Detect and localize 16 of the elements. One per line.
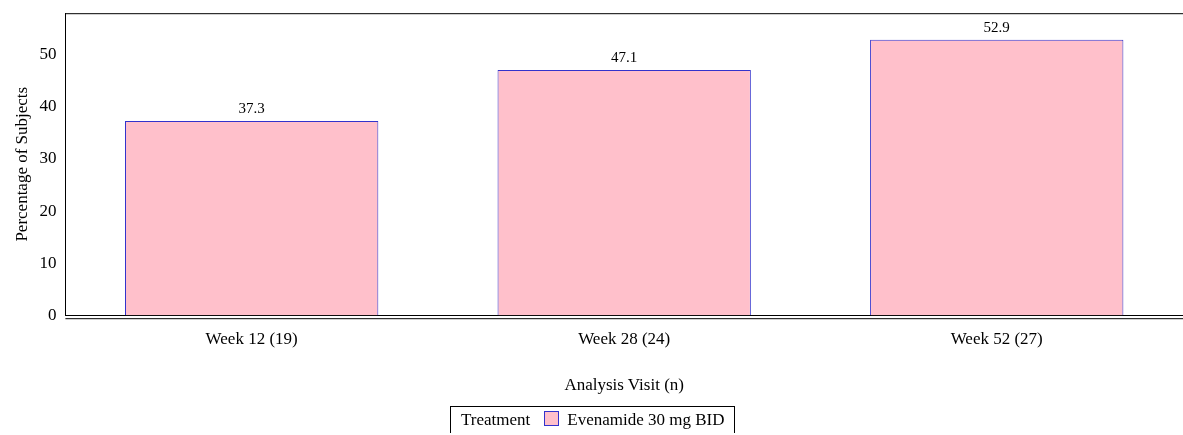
y-tick-label: 50 — [39, 44, 57, 64]
data-label: 37.3 — [238, 100, 265, 117]
text: Evenamide 30 mg BID — [566, 410, 725, 430]
y-tick-label: 40 — [39, 96, 57, 116]
y-tick-label: 0 — [47, 304, 57, 324]
legend-title: Treatment — [461, 410, 531, 430]
data-label: 52.9 — [983, 19, 1010, 36]
y-axis-title: Percentage of Subjects — [11, 86, 31, 242]
data-label: 47.1 — [611, 49, 638, 66]
x-tick-label: Week 12 (19) — [205, 328, 298, 348]
x-tick-label: Week 28 (24) — [578, 328, 671, 348]
x-axis-title: Analysis Visit (n) — [564, 375, 684, 395]
x-tick-label: Week 52 (27) — [950, 328, 1043, 348]
y-tick-label: 10 — [39, 252, 57, 272]
y-tick-label: 20 — [39, 200, 57, 220]
y-tick-label: 30 — [39, 148, 57, 168]
